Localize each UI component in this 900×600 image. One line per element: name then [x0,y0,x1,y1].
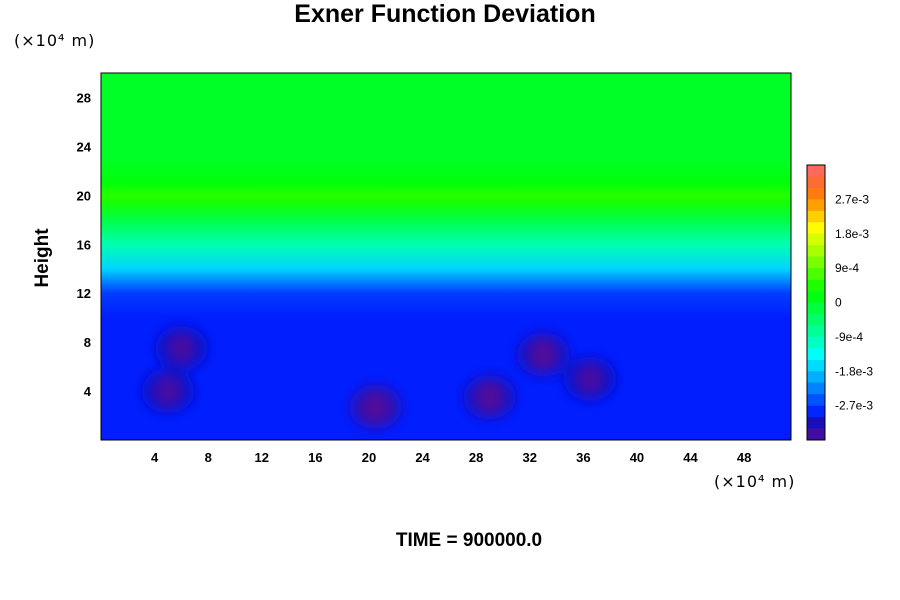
anomaly-core-0 [363,392,388,421]
colorbar-tick-label: -1.8e-3 [835,364,873,378]
colorbar-segment [807,210,825,223]
y-tick-label: 24 [77,139,92,154]
x-tick-label: 8 [205,450,212,465]
time-label: TIME = 900000.0 [395,530,543,551]
x-axis-unit: (×10⁴ m) [714,472,796,491]
x-tick-label: 40 [630,450,644,465]
x-tick-label: 36 [576,450,590,465]
colorbar-segment [807,199,825,212]
anomaly-core-3 [169,334,194,363]
colorbar-segment [807,279,825,292]
colorbar-segment [807,428,825,441]
plot-area [101,73,791,440]
colorbar-segment [807,176,825,189]
colorbar-frame [806,164,826,441]
y-tick-label: 28 [77,90,91,105]
colorbar-tick-label: -2.7e-3 [835,399,873,413]
colorbar-segment [807,165,825,177]
x-tick-label: 20 [362,450,376,465]
anomaly-core-1 [477,383,502,412]
y-tick-label: 8 [84,335,91,350]
colorbar-segment [807,371,825,384]
y-tick-label: 4 [84,384,92,399]
x-tick-label: 16 [308,450,322,465]
colorbar-segment [807,256,825,269]
x-tick-label: 44 [683,450,698,465]
colorbar-segment [807,313,825,326]
colorbar-tick-label: 2.7e-3 [835,192,869,206]
y-tick-label: 16 [77,237,91,252]
colorbar-tick-label: 0 [835,296,842,310]
colorbar-segment [807,233,825,246]
x-tick-label: 12 [255,450,269,465]
x-tick-label: 28 [469,450,483,465]
y-tick-label: 12 [77,286,91,301]
colorbar-segment [807,336,825,349]
anomaly-layer [141,326,617,429]
colorbar-segment [807,187,825,200]
colorbar [806,164,826,441]
plot-frame [100,72,792,441]
colorbar-segment [807,382,825,395]
x-tick-label: 48 [737,450,751,465]
colorbar-segment [807,245,825,257]
x-tick-label: 24 [415,450,430,465]
colorbar-segment [807,394,825,406]
colorbar-ticks: 2.7e-3 1.8e-3 9e-4 0 -9e-4 -1.8e-3 -2.7e-3 [835,192,873,412]
colorbar-segment [807,268,825,280]
colorbar-segment [807,417,825,429]
colorbar-segment [807,222,825,235]
x-tick-label: 32 [523,450,537,465]
x-tick-label: 4 [151,450,159,465]
colorbar-segment [807,405,825,418]
colorbar-tick-label: -9e-4 [835,330,863,344]
x-axis-ticks: 4 8 12 16 20 24 28 32 36 40 44 48 [151,450,751,465]
y-axis-ticks: 4 8 12 16 20 24 28 [77,90,92,399]
colorbar-tick-label: 9e-4 [835,261,859,275]
colorbar-segment [807,291,825,303]
colorbar-segment [807,359,825,372]
colorbar-segment [807,325,825,338]
anomaly-core-5 [578,364,603,393]
colorbar-segment [807,302,825,315]
anomaly-core-4 [155,377,180,406]
y-tick-label: 20 [77,188,91,203]
anomaly-core-2 [531,340,556,369]
y-axis-unit: (×10⁴ m) [14,31,96,50]
colorbar-tick-label: 1.8e-3 [835,227,869,241]
colorbar-segment [807,348,825,361]
chart-title: Exner Function Deviation [294,0,596,28]
field-background [101,73,791,440]
